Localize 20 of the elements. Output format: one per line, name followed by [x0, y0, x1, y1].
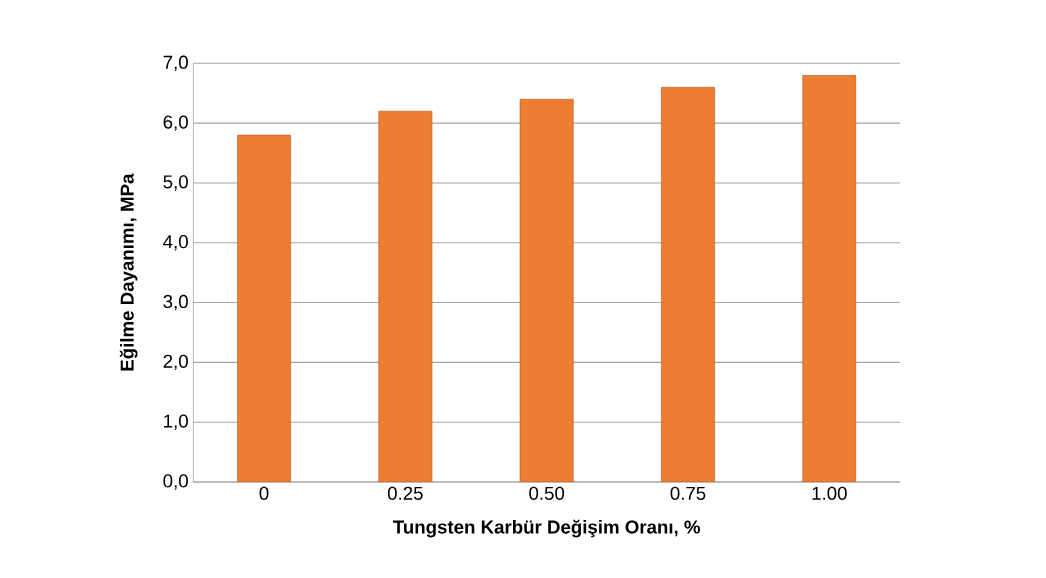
bar	[661, 86, 715, 482]
y-tick-label: 5,0	[163, 175, 188, 191]
y-tick-label: 2,0	[163, 354, 188, 371]
y-tick-label: 7,0	[163, 55, 188, 72]
y-tick-label: 6,0	[163, 115, 188, 131]
x-tick-label: 0	[259, 486, 269, 500]
bar	[519, 98, 574, 482]
bar	[237, 134, 291, 482]
x-tick-label: 0.50	[529, 486, 565, 500]
x-tick-label: 0.75	[670, 486, 706, 500]
y-tick-label: 3,0	[163, 294, 188, 311]
y-tick-label: 0,0	[163, 474, 188, 490]
y-axis-title: Eğilme Dayanımı, MPa	[119, 173, 138, 371]
x-axis-title: Tungsten Karbür Değişim Oranı, %	[393, 519, 701, 538]
x-tick-label: 1.00	[812, 486, 847, 500]
bar	[802, 75, 857, 482]
y-tick-label: 4,0	[163, 235, 188, 251]
bar	[378, 110, 433, 482]
x-tick-label: 0.25	[387, 486, 423, 500]
y-tick-label: 1,0	[164, 414, 188, 430]
